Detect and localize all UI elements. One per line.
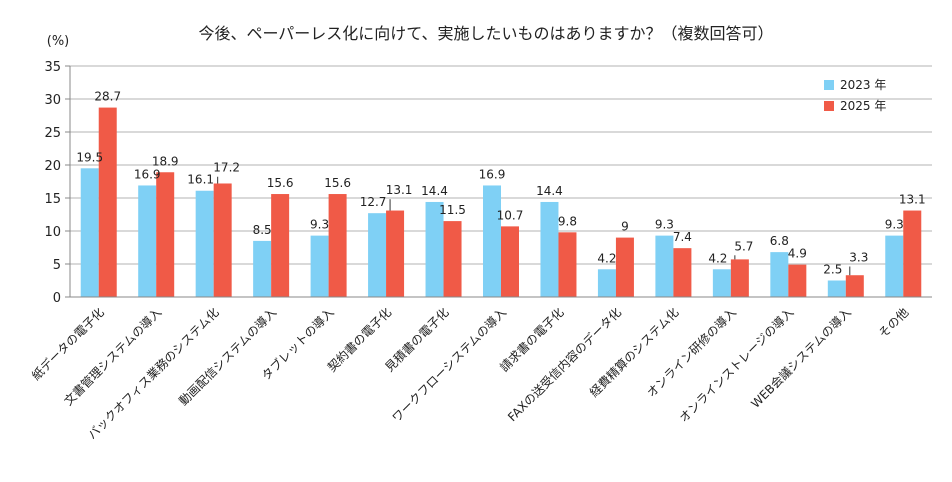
data-label-2023: 8.5: [253, 223, 272, 237]
legend-swatch-2025: [824, 101, 834, 111]
data-label-2025: 28.7: [94, 90, 121, 104]
data-label-2023: 9.3: [310, 218, 329, 232]
bar-2025: [443, 221, 462, 297]
chart-title: 今後、ペーパーレス化に向けて、実施したいものはありますか？（複数回答可）: [198, 24, 773, 43]
bar-2025: [615, 237, 634, 297]
data-label-2025: 11.5: [439, 203, 466, 217]
bar-2025: [156, 172, 175, 297]
bar-2025: [98, 107, 117, 297]
bar-2023: [253, 240, 272, 297]
data-label-2025: 9.8: [558, 214, 577, 228]
data-label-2023: 14.4: [536, 184, 563, 198]
y-tick-label: 20: [44, 159, 61, 174]
x-tick-label: 文書管理システムの導入: [61, 305, 165, 409]
bar-2023: [770, 252, 789, 297]
data-label-2023: 12.7: [360, 195, 387, 209]
bar-2025: [845, 275, 864, 297]
data-label-2025: 7.4: [673, 230, 692, 244]
legend: 2023 年 2025 年: [824, 78, 886, 113]
x-tick-label: FAXの送受信内容のデータ化: [504, 305, 624, 425]
data-label-2023: 16.9: [134, 167, 161, 181]
bar-2025: [213, 183, 232, 297]
y-axis-ticks: 0 5 10 15 20 25 30 35: [44, 60, 70, 306]
x-tick-label: 動画配信システムの導入: [176, 305, 279, 408]
bar-2023: [597, 269, 616, 297]
data-label-2025: 18.9: [152, 154, 179, 168]
data-label-2025: 3.3: [849, 251, 868, 265]
bars: [80, 107, 922, 297]
data-label-2023: 9.3: [655, 218, 674, 232]
bar-2023: [712, 269, 731, 297]
data-label-2023: 9.3: [885, 218, 904, 232]
bar-2025: [788, 264, 807, 297]
y-tick-label: 5: [53, 258, 61, 273]
data-label-2025: 13.1: [386, 183, 413, 197]
y-tick-label: 10: [44, 225, 61, 240]
data-label-2025: 13.1: [899, 193, 926, 207]
data-label-2025: 15.6: [324, 176, 351, 190]
data-label-2023: 14.4: [421, 184, 448, 198]
y-tick-label: 25: [44, 126, 61, 141]
data-label-2023: 2.5: [823, 263, 842, 277]
bar-2023: [885, 235, 904, 297]
bar-2025: [271, 194, 290, 297]
data-label-2023: 19.5: [76, 150, 103, 164]
data-label-2025: 10.7: [497, 208, 524, 222]
data-label-2023: 16.1: [187, 173, 214, 187]
data-label-2025: 4.9: [788, 247, 807, 261]
data-label-2025: 9: [621, 220, 629, 234]
x-axis-ticks: 紙データの電子化文書管理システムの導入バックオフィス業務のシステム化動画配信シス…: [28, 305, 911, 442]
bar-2025: [673, 248, 692, 297]
data-label-2023: 4.2: [597, 251, 616, 265]
bar-2023: [80, 168, 99, 297]
legend-label-2023: 2023 年: [840, 78, 886, 92]
legend-swatch-2023: [824, 80, 834, 90]
data-label-2025: 15.6: [267, 176, 294, 190]
bar-2025: [730, 259, 749, 297]
data-labels: 19.528.716.918.916.117.28.515.69.315.612…: [76, 90, 925, 277]
x-tick-label: WEB会議システムの導入: [748, 305, 854, 411]
bar-2023: [368, 213, 387, 297]
x-tick-label: ワークフローシステムの導入: [389, 305, 509, 425]
bar-2023: [310, 235, 329, 297]
bar-2023: [138, 185, 157, 297]
data-label-2025: 17.2: [213, 161, 240, 175]
bar-2025: [386, 210, 405, 297]
data-label-2025: 5.7: [734, 239, 753, 253]
y-tick-label: 35: [44, 60, 61, 75]
bar-2025: [501, 226, 519, 297]
y-axis-unit: (%): [47, 34, 70, 49]
data-label-2023: 4.2: [708, 251, 727, 265]
bar-2023: [540, 201, 559, 297]
x-tick-label: その他: [876, 305, 911, 340]
x-tick-label: オンラインストレージの導入: [677, 305, 797, 425]
data-label-2023: 16.9: [479, 167, 506, 181]
bar-2025: [328, 194, 347, 297]
y-tick-label: 30: [44, 93, 61, 108]
data-label-2023: 6.8: [770, 234, 789, 248]
bar-2025: [558, 232, 577, 297]
bar-2023: [425, 201, 444, 297]
bar-2023: [483, 185, 501, 297]
y-tick-label: 0: [53, 291, 61, 306]
legend-label-2025: 2025 年: [840, 99, 886, 113]
bar-2023: [195, 190, 214, 297]
y-tick-label: 15: [44, 192, 61, 207]
bar-2025: [903, 210, 922, 297]
bar-2023: [827, 280, 846, 297]
bar-2023: [655, 235, 674, 297]
